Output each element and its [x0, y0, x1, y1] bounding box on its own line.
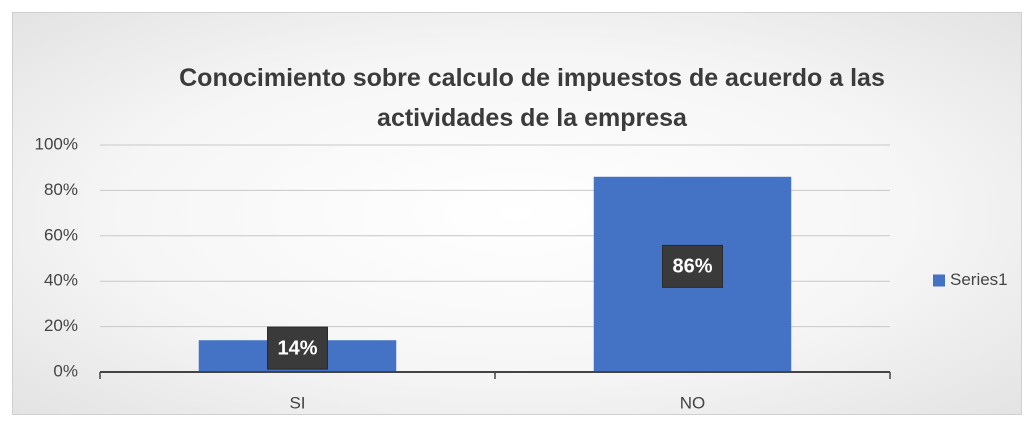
chart-background	[12, 12, 1022, 415]
chart-title: Conocimiento sobre calculo de impuestos …	[179, 64, 885, 132]
data-label: 14%	[277, 337, 317, 359]
x-tick-label: SI	[289, 393, 305, 412]
y-tick-label: 60%	[44, 225, 78, 244]
legend-swatch	[933, 274, 945, 287]
data-label-box	[267, 326, 328, 370]
y-tick-label: 100%	[35, 134, 78, 153]
legend-label: Series1	[950, 270, 1008, 289]
y-tick-label: 20%	[44, 316, 78, 335]
y-tick-label: 0%	[53, 361, 78, 380]
data-label-box	[662, 244, 723, 288]
y-tick-label: 40%	[44, 271, 78, 290]
y-tick-label: 80%	[44, 180, 78, 199]
x-tick-label: NO	[680, 393, 706, 412]
data-label: 86%	[672, 256, 712, 278]
